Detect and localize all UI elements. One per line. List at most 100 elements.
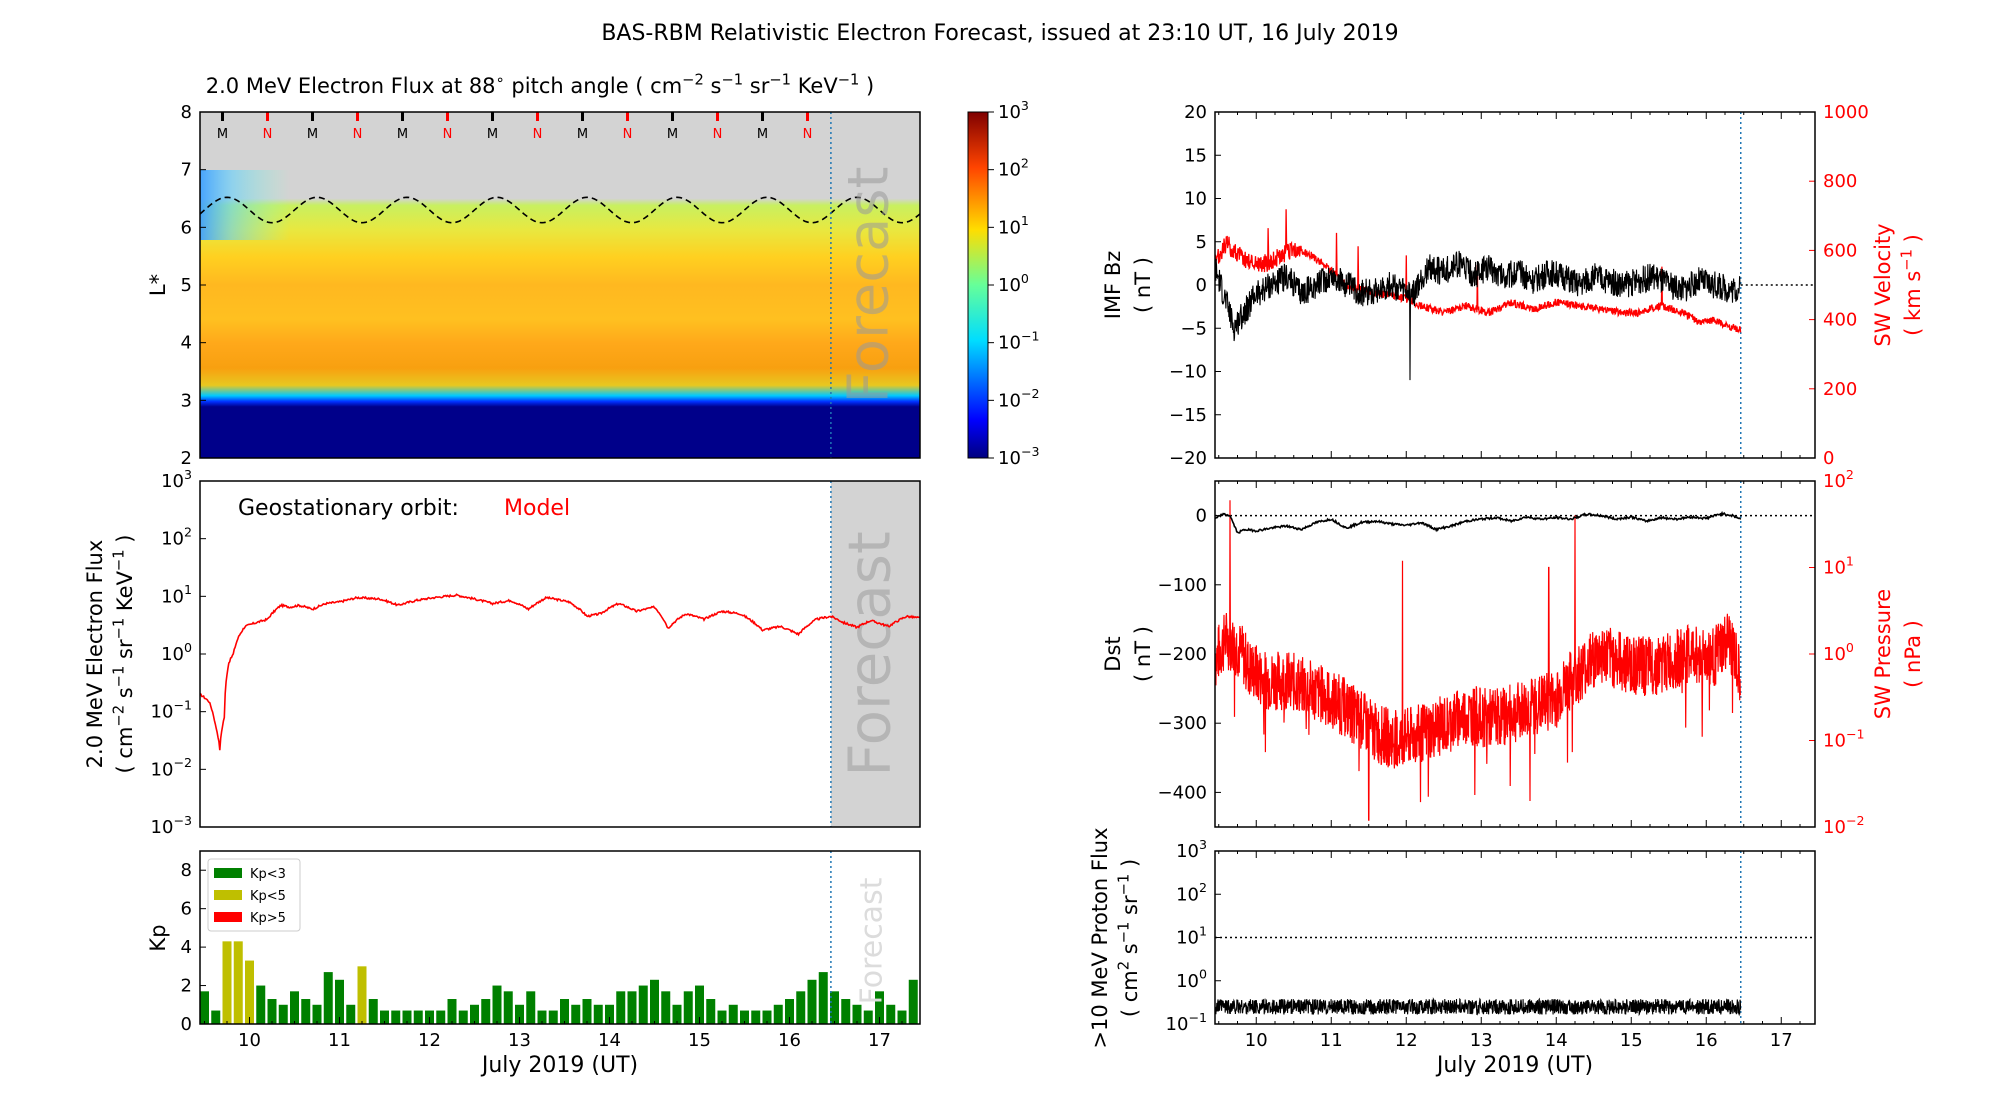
legend-label: Kp>5	[250, 911, 286, 926]
kp-bar	[863, 1010, 873, 1024]
y-tick-label: 15	[1184, 145, 1207, 166]
kp-x-label: July 2019 (UT)	[480, 1053, 638, 1078]
y-tick-label: 5	[1196, 232, 1207, 253]
y-tick-label: 20	[1184, 102, 1207, 123]
colorbar-ticks: 10−3 10−2 10−1 100 101 102 103	[988, 98, 1039, 469]
dst-frame	[1214, 480, 1816, 828]
kp-bar	[301, 999, 311, 1024]
legend-label: Kp<3	[250, 867, 286, 882]
x-tick-label: 17	[868, 1030, 891, 1051]
y-tick-label: 7	[181, 160, 192, 181]
legend-swatch	[214, 890, 242, 900]
geo-y-label-line2: ( cm−2 s−1 sr−1 KeV−1 )	[111, 535, 137, 774]
x-tick-label: 10	[238, 1030, 261, 1051]
y-tick-label: −20	[1169, 448, 1207, 469]
kp-bar	[852, 1004, 862, 1024]
proton-flux-line	[1215, 997, 1742, 1017]
forecast-label: Forecast	[854, 877, 889, 1004]
kp-bar	[335, 979, 344, 1024]
mn-marker-label: M	[577, 127, 588, 142]
kp-bars	[200, 941, 918, 1024]
y-tick-label: 101	[161, 582, 192, 607]
sw-pressure-label-line1: SW Pressure	[1871, 589, 1895, 719]
kp-bar	[830, 991, 839, 1024]
kp-bar	[683, 991, 693, 1024]
kp-bar	[773, 1004, 783, 1024]
kp-bar	[875, 991, 884, 1024]
x-tick-label: 17	[1770, 1030, 1793, 1051]
y-tick-label: 103	[1176, 837, 1207, 862]
kp-bar	[233, 941, 243, 1024]
flux-map-forecast: Forecast	[830, 112, 901, 458]
geo-orbit-trace	[199, 196, 921, 224]
flux-map-early-dropout	[200, 170, 290, 240]
kp-bar	[357, 966, 367, 1024]
colorbar	[967, 111, 989, 459]
x-tick-label: 11	[1320, 1030, 1343, 1051]
imf-y-label-line1: IMF Bz	[1101, 251, 1125, 320]
x-tick-label: 13	[508, 1030, 531, 1051]
kp-bar	[661, 991, 671, 1024]
y-tick-label: 10	[1184, 189, 1207, 210]
x-tick-label: 14	[1545, 1030, 1568, 1051]
y-tick-label: 8	[181, 860, 192, 881]
kp-bar	[436, 1010, 446, 1024]
kp-bar	[593, 1004, 603, 1024]
kp-bar	[503, 991, 513, 1024]
y-tick-label: −10	[1169, 362, 1207, 383]
colorbar-tick-label: 10−3	[998, 444, 1039, 469]
dst-panel: −400 −300 −200 −100 0 10−2 10−1 100 101 102 Dst (…	[1101, 467, 1925, 838]
kp-bar	[200, 991, 209, 1024]
x-tick-label: 14	[598, 1030, 621, 1051]
geo-frame	[199, 480, 921, 828]
mn-marker-label: N	[443, 127, 453, 142]
kp-bar	[481, 999, 491, 1024]
y-tick-label: −300	[1158, 713, 1207, 734]
kp-bar	[222, 941, 232, 1024]
colorbar-tick-label: 101	[998, 213, 1029, 238]
x-tick-label: 16	[1695, 1030, 1718, 1051]
kp-bar	[560, 999, 569, 1024]
kp-bar	[740, 1010, 749, 1024]
forecast-label: Forecast	[835, 531, 903, 776]
sw-pressure-line	[1215, 500, 1742, 821]
x-tick-label: 10	[1245, 1030, 1268, 1051]
y-right-tick-label: 600	[1823, 240, 1857, 261]
y-tick-label: 6	[181, 899, 192, 920]
y-right-tick-label: 800	[1823, 171, 1857, 192]
y-tick-label: 4	[181, 333, 192, 354]
geo-model-line	[200, 593, 920, 751]
mn-marker-label: M	[397, 127, 408, 142]
y-tick-label: 0	[1196, 275, 1207, 296]
kp-bar	[537, 1010, 547, 1024]
y-tick-label: −15	[1169, 405, 1207, 426]
dst-line	[1215, 510, 1742, 534]
y-tick-label: −200	[1158, 644, 1207, 665]
y-tick-label: 0	[1196, 506, 1207, 527]
mn-marker-label: N	[353, 127, 363, 142]
kp-bar	[256, 985, 266, 1024]
mn-marker-label: N	[533, 127, 543, 142]
x-tick-label: 12	[1395, 1030, 1418, 1051]
kp-bar	[548, 1010, 558, 1024]
mn-marker-label: N	[263, 127, 273, 142]
mn-marker-label: N	[803, 127, 813, 142]
y-right-tick-label: 10−1	[1823, 726, 1864, 751]
kp-bar	[346, 1004, 356, 1024]
legend-label: Kp<5	[250, 889, 286, 904]
sw-velocity-label-line1: SW Velocity	[1871, 223, 1895, 346]
kp-bar	[616, 991, 626, 1024]
y-tick-label: −400	[1158, 782, 1207, 803]
dst-y-label-line2: ( nT )	[1131, 626, 1155, 682]
kp-bar	[672, 1004, 682, 1024]
flux-map-frame	[199, 111, 921, 459]
y-tick-label: −100	[1158, 575, 1207, 596]
colorbar-tick-label: 102	[998, 156, 1029, 181]
kp-bar	[728, 1004, 738, 1024]
y-right-tick-label: 200	[1823, 379, 1857, 400]
y-right-tick-label: 400	[1823, 310, 1857, 331]
geo-orbit-dashed-line	[199, 196, 921, 224]
